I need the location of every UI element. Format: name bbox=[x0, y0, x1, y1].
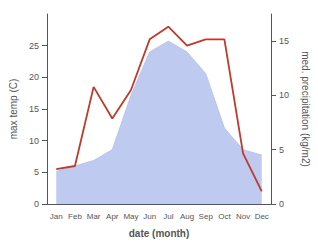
svg-text:20: 20 bbox=[29, 72, 39, 82]
svg-text:Dec: Dec bbox=[255, 212, 269, 221]
svg-text:May: May bbox=[123, 212, 138, 221]
svg-text:Aug: Aug bbox=[180, 212, 194, 221]
svg-text:25: 25 bbox=[29, 41, 39, 51]
svg-text:Mar: Mar bbox=[87, 212, 101, 221]
svg-text:Sep: Sep bbox=[199, 212, 214, 221]
svg-text:Oct: Oct bbox=[218, 212, 231, 221]
svg-text:med. precipitation (kg/m2): med. precipitation (kg/m2) bbox=[300, 51, 311, 167]
svg-text:5: 5 bbox=[279, 145, 284, 155]
svg-text:Apr: Apr bbox=[106, 212, 119, 221]
svg-text:Feb: Feb bbox=[68, 212, 82, 221]
svg-text:0: 0 bbox=[279, 199, 284, 209]
svg-text:Jan: Jan bbox=[50, 212, 63, 221]
svg-text:Nov: Nov bbox=[236, 212, 250, 221]
svg-text:date (month): date (month) bbox=[129, 228, 190, 239]
svg-text:Jun: Jun bbox=[143, 212, 156, 221]
svg-text:10: 10 bbox=[29, 136, 39, 146]
svg-text:15: 15 bbox=[29, 104, 39, 114]
svg-text:10: 10 bbox=[279, 90, 289, 100]
svg-text:max temp (C): max temp (C) bbox=[8, 79, 19, 140]
svg-text:0: 0 bbox=[34, 199, 39, 209]
svg-text:5: 5 bbox=[34, 167, 39, 177]
svg-text:15: 15 bbox=[279, 36, 289, 46]
svg-text:Jul: Jul bbox=[163, 212, 173, 221]
